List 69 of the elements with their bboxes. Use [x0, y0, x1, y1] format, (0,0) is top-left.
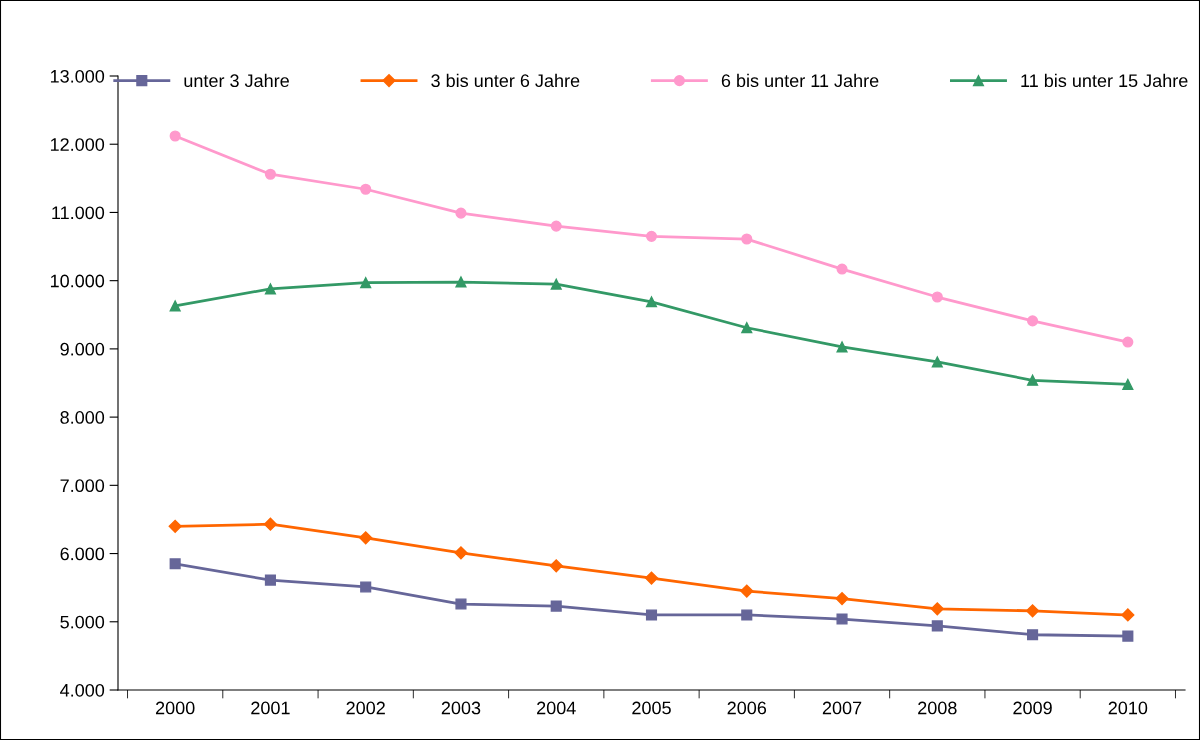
point — [264, 168, 276, 180]
point — [1027, 629, 1039, 641]
point — [741, 322, 753, 334]
y-tick-label: 10.000 — [50, 274, 105, 288]
x-tick-label: 2001 — [251, 701, 290, 715]
point — [550, 278, 562, 290]
point — [931, 356, 943, 368]
point — [741, 233, 753, 245]
point — [1122, 630, 1134, 642]
x-tick-label: 2008 — [918, 701, 957, 715]
x-tick-label: 2000 — [155, 701, 195, 715]
legend-label: unter 3 Jahre — [184, 73, 289, 88]
point — [930, 602, 944, 616]
point — [550, 600, 562, 612]
y-tick-label: 6.000 — [60, 547, 105, 561]
point — [1027, 315, 1039, 327]
y-tick-label: 4.000 — [60, 683, 105, 697]
y-tick-label: 5.000 — [60, 615, 105, 629]
y-tick-label: 12.000 — [50, 138, 105, 151]
point — [741, 609, 753, 621]
x-tick-label: 2005 — [632, 701, 671, 715]
point — [549, 559, 563, 573]
point — [836, 263, 848, 275]
point — [550, 220, 562, 232]
point — [264, 574, 276, 586]
point — [1122, 378, 1134, 390]
point — [645, 296, 658, 308]
point — [454, 546, 468, 560]
point — [168, 519, 182, 533]
y-tick-label: 11.000 — [52, 206, 105, 220]
point — [169, 300, 181, 312]
point — [455, 276, 467, 288]
point — [360, 277, 372, 289]
y-tick-label: 9.000 — [60, 342, 105, 356]
point — [931, 620, 943, 632]
y-tick-label: 13.000 — [50, 69, 105, 83]
point — [1027, 374, 1039, 386]
point — [644, 571, 659, 585]
point — [264, 283, 276, 295]
y-tick-label: 8.000 — [60, 411, 105, 424]
point — [645, 230, 658, 242]
point — [359, 531, 373, 545]
point — [1122, 336, 1134, 348]
y-tick-label: 7.000 — [60, 479, 105, 493]
point — [740, 584, 754, 598]
legend-label: 11 bis unter 15 Jahre — [1021, 73, 1188, 88]
point — [1025, 604, 1040, 618]
point — [169, 130, 181, 142]
x-tick-label: 2006 — [727, 701, 767, 715]
point — [169, 558, 181, 570]
legend-label: 6 bis unter 11 Jahre — [721, 73, 879, 88]
point — [455, 207, 467, 219]
point — [455, 598, 467, 610]
point — [836, 613, 848, 625]
x-tick-label: 2004 — [537, 701, 576, 715]
legend-label: 3 bis unter 6 Jahre — [431, 73, 580, 88]
point — [835, 591, 849, 606]
point — [360, 183, 372, 195]
point — [836, 341, 848, 353]
point — [360, 581, 372, 593]
point — [1121, 608, 1135, 622]
point — [931, 291, 943, 303]
x-tick-label: 2010 — [1108, 701, 1148, 715]
point — [645, 609, 658, 621]
x-tick-label: 2003 — [441, 701, 481, 715]
point — [263, 517, 278, 531]
x-tick-label: 2007 — [822, 701, 862, 715]
x-tick-label: 2002 — [346, 701, 385, 715]
x-tick-label: 2009 — [1013, 701, 1052, 715]
